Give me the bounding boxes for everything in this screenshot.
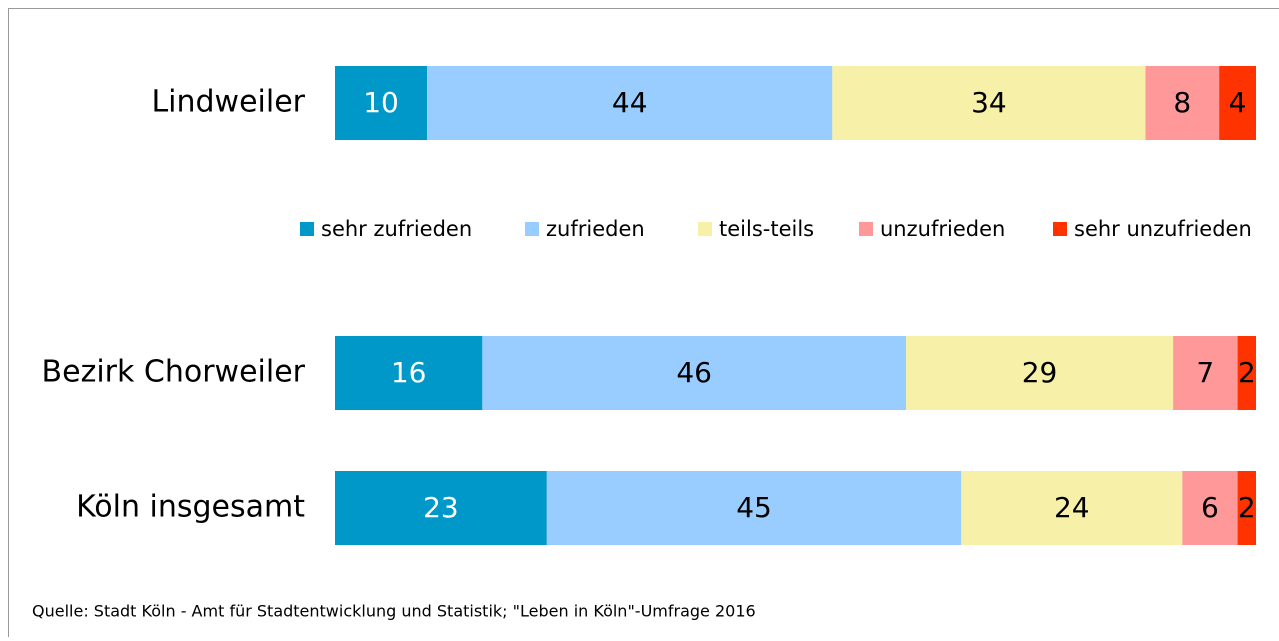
value-label: 10	[363, 86, 399, 119]
value-label: 23	[423, 491, 459, 524]
value-label: 4	[1229, 86, 1247, 119]
legend-swatch	[698, 222, 712, 236]
legend-label: sehr unzufrieden	[1074, 217, 1252, 241]
value-label: 34	[971, 86, 1007, 119]
legend-label: sehr zufrieden	[321, 217, 472, 241]
value-label: 45	[736, 491, 772, 524]
legend-swatch	[859, 222, 873, 236]
category-label: Lindweiler	[151, 85, 305, 120]
legend-label: zufrieden	[546, 217, 645, 241]
legend-label: teils-teils	[719, 217, 814, 241]
value-label: 8	[1173, 86, 1191, 119]
value-label: 16	[391, 356, 427, 389]
category-label: Köln insgesamt	[76, 490, 305, 525]
value-label: 7	[1196, 356, 1214, 389]
value-label: 2	[1238, 491, 1256, 524]
source-note: Quelle: Stadt Köln - Amt für Stadtentwic…	[32, 602, 756, 621]
legend-swatch	[525, 222, 539, 236]
category-label: Bezirk Chorweiler	[42, 355, 306, 390]
value-label: 2	[1238, 356, 1256, 389]
value-label: 24	[1054, 491, 1090, 524]
value-label: 44	[612, 86, 648, 119]
legend-swatch	[300, 222, 314, 236]
legend-label: unzufrieden	[880, 217, 1005, 241]
value-label: 6	[1201, 491, 1219, 524]
value-label: 46	[676, 356, 712, 389]
legend-swatch	[1053, 222, 1067, 236]
value-label: 29	[1022, 356, 1058, 389]
